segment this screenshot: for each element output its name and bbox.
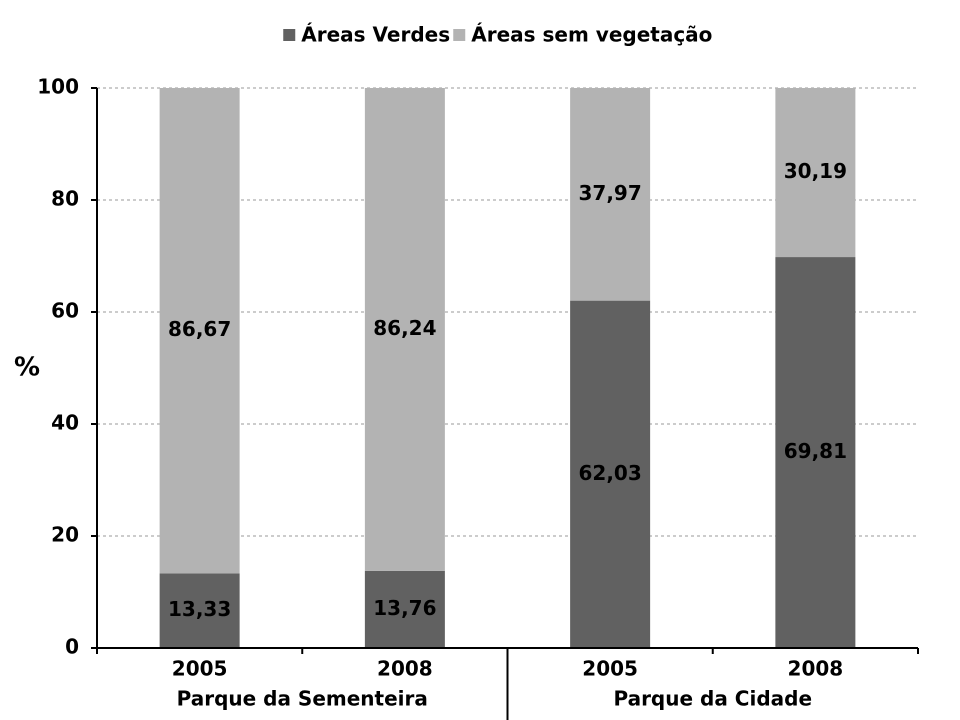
- bar-segment: [775, 88, 856, 258]
- group-label: Parque da Sementeira: [177, 687, 428, 711]
- bar-segment: [364, 570, 445, 648]
- bar-segment: [570, 88, 651, 301]
- bar-segment: [364, 88, 445, 571]
- legend-swatch: [283, 29, 296, 41]
- data-label: 13,33: [168, 597, 231, 621]
- group-label: Parque da Cidade: [613, 687, 812, 711]
- y-axis-label: %: [14, 353, 40, 383]
- y-tick-label: 60: [51, 299, 79, 323]
- data-label: 69,81: [784, 439, 847, 463]
- y-tick-label: 40: [51, 411, 79, 435]
- data-label: 86,24: [373, 316, 436, 340]
- y-tick-label: 80: [51, 187, 79, 211]
- bar-segment: [159, 88, 240, 574]
- x-tick-label: 2005: [172, 657, 228, 681]
- x-tick-label: 2008: [377, 657, 433, 681]
- x-tick-label: 2005: [582, 657, 638, 681]
- legend-label: Áreas sem vegetação: [471, 23, 712, 47]
- data-label: 13,76: [373, 596, 436, 620]
- data-label: 86,67: [168, 317, 231, 341]
- legend-swatch: [453, 29, 466, 41]
- data-label: 62,03: [578, 461, 641, 485]
- y-tick-label: 20: [51, 523, 79, 547]
- y-tick-label: 0: [65, 635, 79, 659]
- bar-segment: [570, 300, 651, 648]
- bar-segment: [775, 257, 856, 648]
- bar-segment: [159, 573, 240, 648]
- x-tick-label: 2008: [788, 657, 844, 681]
- legend-label: Áreas Verdes: [301, 23, 450, 47]
- y-tick-label: 100: [37, 75, 79, 99]
- data-label: 37,97: [578, 181, 641, 205]
- data-label: 30,19: [784, 159, 847, 183]
